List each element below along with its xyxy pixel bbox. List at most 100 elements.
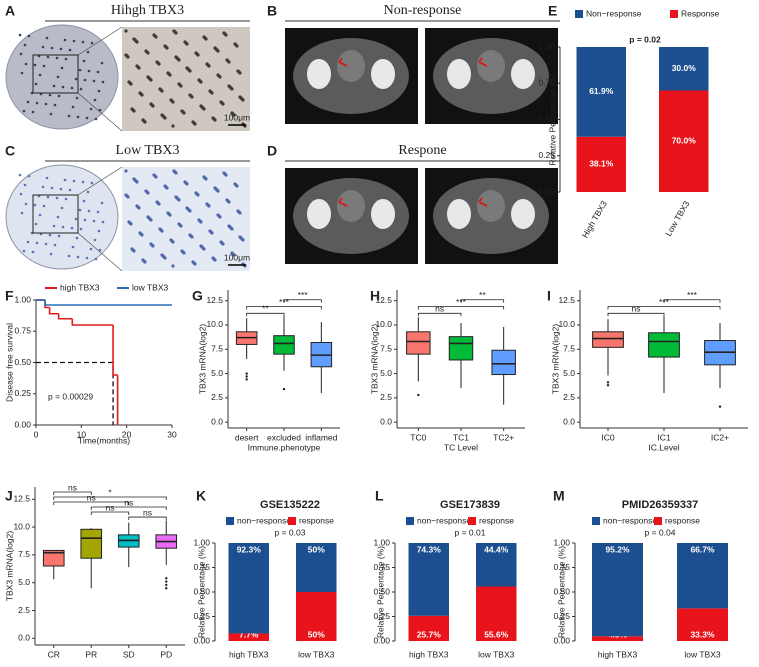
cell	[97, 89, 101, 93]
zoom-box	[32, 54, 79, 94]
legend-swatch	[288, 517, 296, 525]
legend-label: response	[665, 515, 700, 525]
cell	[31, 250, 35, 254]
legend-swatch	[226, 517, 234, 525]
panel-letter: D	[267, 143, 277, 159]
panel-letter: B	[267, 3, 277, 19]
median-line	[36, 361, 114, 425]
cell	[216, 213, 220, 217]
cell	[52, 84, 56, 88]
significance-bracket	[128, 516, 167, 521]
cell	[230, 251, 234, 255]
ct-bone	[307, 59, 331, 89]
cell	[233, 182, 237, 186]
cell	[74, 77, 78, 81]
outlier	[165, 583, 168, 587]
value-label: 55.6%	[484, 629, 509, 639]
cell	[18, 33, 22, 37]
y-tick-label: 12.5	[13, 493, 30, 503]
cell	[46, 195, 50, 199]
value-label: 30.0%	[672, 63, 697, 73]
cell	[124, 193, 128, 197]
bar-segment	[576, 47, 626, 137]
y-tick-label: 7.5	[380, 344, 392, 354]
cell	[33, 63, 37, 67]
cell	[183, 180, 187, 184]
legend-label: Non−response	[586, 8, 642, 18]
cell	[49, 112, 53, 116]
cell	[202, 175, 206, 179]
cell	[63, 178, 67, 182]
cell	[213, 186, 217, 190]
x-tick-label: Low TBX3	[663, 199, 691, 238]
cell	[81, 40, 85, 44]
y-tick-label: 0.0	[380, 416, 392, 426]
cell	[22, 109, 26, 113]
cell	[19, 52, 23, 56]
bar-segment	[659, 47, 709, 91]
legend-swatch	[406, 517, 414, 525]
x-tick-label: low TBX3	[478, 649, 514, 659]
significance-label: ***	[298, 290, 309, 300]
cell	[227, 84, 231, 88]
cell	[172, 29, 176, 33]
ct-image	[285, 28, 418, 124]
y-tick-label: 0.0	[563, 416, 575, 426]
cell	[166, 71, 170, 75]
cell	[149, 102, 153, 106]
y-tick-label: 12.5	[558, 295, 575, 305]
x-axis-label: TC Level	[444, 442, 478, 452]
cell	[160, 253, 164, 257]
y-axis-label: TBX3 mRNA(log2)	[550, 324, 560, 395]
cell	[94, 117, 98, 121]
y-tick-label: 0.50	[553, 586, 570, 596]
cell	[41, 45, 45, 49]
value-label: 50%	[308, 544, 325, 554]
y-axis-label: Disease free survival	[4, 323, 14, 402]
y-tick-label: 5.0	[18, 577, 30, 587]
outlier	[718, 405, 722, 408]
cell	[191, 120, 195, 124]
significance-bracket	[460, 299, 505, 303]
cell	[101, 220, 105, 224]
cell	[83, 218, 87, 222]
box	[406, 331, 431, 355]
y-tick-label: 1.00	[14, 294, 31, 304]
value-label: 44.4%	[484, 544, 509, 554]
significance-bracket	[417, 312, 462, 317]
cell	[20, 211, 24, 215]
cell	[46, 55, 50, 59]
y-tick-label: 0.0	[18, 633, 30, 643]
chart-title: GSE173839	[440, 499, 500, 511]
cell	[124, 29, 128, 33]
y-tick-label: 10.0	[206, 319, 223, 329]
y-tick-label: 0.75	[553, 562, 570, 572]
ct-bone	[447, 199, 471, 229]
significance-bracket	[663, 299, 721, 303]
bar-segment	[296, 543, 337, 592]
ct-image	[425, 168, 558, 264]
ct-organ	[337, 190, 365, 222]
y-tick-label: 0.50	[193, 586, 210, 596]
panel-letter: A	[5, 3, 15, 19]
cell	[86, 190, 90, 194]
cell	[94, 257, 98, 261]
cell	[144, 189, 148, 193]
box	[80, 528, 103, 559]
bar-segment	[408, 543, 449, 616]
cell	[211, 256, 215, 260]
cell	[188, 93, 192, 97]
cell	[225, 198, 229, 202]
image-title: Respone	[398, 143, 446, 158]
value-label: 38.1%	[589, 159, 614, 169]
cell	[45, 176, 49, 180]
y-tick-label: 7.5	[18, 549, 30, 559]
cell	[64, 57, 68, 61]
bar-segment	[677, 608, 728, 641]
y-tick-label: 0.75	[14, 326, 31, 336]
value-label: 33.3%	[690, 629, 715, 639]
cell	[81, 180, 85, 184]
bar-segment	[677, 543, 728, 609]
cell	[185, 206, 189, 210]
